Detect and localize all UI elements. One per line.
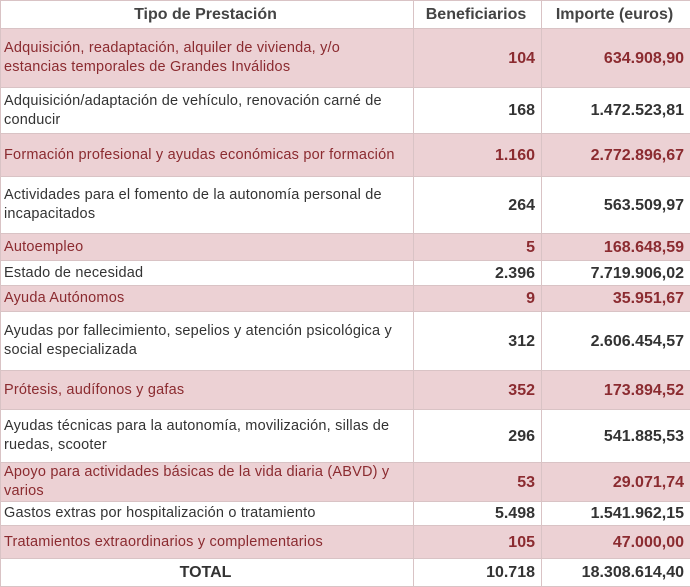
header-cell: Importe (euros) [542,1,690,29]
beneficiaries: 168 [414,88,542,134]
beneficiaries: 5 [414,234,542,261]
beneficiaries: 296 [414,410,542,463]
beneficiaries: 312 [414,312,542,371]
header-cell: Beneficiarios [414,1,542,29]
table-row: Ayudas técnicas para la autonomía, movil… [1,410,690,463]
beneficiaries: 53 [414,463,542,502]
benefit-type: Prótesis, audífonos y gafas [1,371,414,410]
beneficiaries: 264 [414,177,542,234]
beneficiaries: 5.498 [414,502,542,526]
amount: 2.606.454,57 [542,312,690,371]
table-body: Adquisición, readaptación, alquiler de v… [1,29,690,587]
header-row: Tipo de Prestación Beneficiarios Importe… [1,1,690,29]
total-label: TOTAL [1,559,414,587]
table-row: Tratamientos extraordinarios y complemen… [1,526,690,559]
amount: 563.509,97 [542,177,690,234]
amount: 35.951,67 [542,286,690,312]
amount: 168.648,59 [542,234,690,261]
table-row: Adquisición/adaptación de vehículo, reno… [1,88,690,134]
benefit-type: Ayuda Autónomos [1,286,414,312]
benefit-type: Gastos extras por hospitalización o trat… [1,502,414,526]
benefit-type: Actividades para el fomento de la autono… [1,177,414,234]
table-row: Ayudas por fallecimiento, sepelios y ate… [1,312,690,371]
table-row: Actividades para el fomento de la autono… [1,177,690,234]
benefit-type: Tratamientos extraordinarios y complemen… [1,526,414,559]
benefit-type: Adquisición/adaptación de vehículo, reno… [1,88,414,134]
header-cell: Tipo de Prestación [1,1,414,29]
amount: 2.772.896,67 [542,134,690,177]
amount: 29.071,74 [542,463,690,502]
table-row: Adquisición, readaptación, alquiler de v… [1,29,690,88]
beneficiaries: 352 [414,371,542,410]
benefit-type: Ayudas por fallecimiento, sepelios y ate… [1,312,414,371]
table-row: Apoyo para actividades básicas de la vid… [1,463,690,502]
table-row: Gastos extras por hospitalización o trat… [1,502,690,526]
beneficiaries: 1.160 [414,134,542,177]
amount: 1.541.962,15 [542,502,690,526]
beneficiaries: 105 [414,526,542,559]
benefit-type: Ayudas técnicas para la autonomía, movil… [1,410,414,463]
amount: 7.719.906,02 [542,261,690,286]
benefit-type: Apoyo para actividades básicas de la vid… [1,463,414,502]
amount: 47.000,00 [542,526,690,559]
amount: 634.908,90 [542,29,690,88]
benefit-type: Estado de necesidad [1,261,414,286]
table-row: Formación profesional y ayudas económica… [1,134,690,177]
benefit-type: Formación profesional y ayudas económica… [1,134,414,177]
total-value: 18.308.614,40 [542,559,690,587]
amount: 173.894,52 [542,371,690,410]
benefit-type: Autoempleo [1,234,414,261]
beneficiaries: 9 [414,286,542,312]
beneficiaries: 104 [414,29,542,88]
amount: 541.885,53 [542,410,690,463]
beneficiaries: 2.396 [414,261,542,286]
benefit-type: Adquisición, readaptación, alquiler de v… [1,29,414,88]
amount: 1.472.523,81 [542,88,690,134]
total-value: 10.718 [414,559,542,587]
